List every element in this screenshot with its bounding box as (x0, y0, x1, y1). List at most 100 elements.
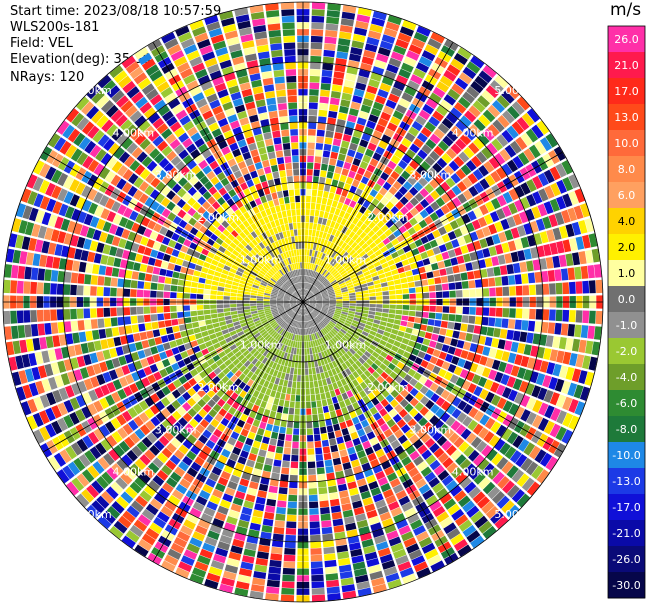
velocity-gate (326, 356, 332, 364)
velocity-gate (315, 142, 324, 150)
velocity-gate (249, 325, 257, 331)
velocity-gate (312, 243, 317, 251)
velocity-gate (182, 181, 193, 192)
velocity-gate (323, 343, 329, 350)
velocity-gate (514, 354, 523, 366)
velocity-gate (305, 215, 310, 223)
velocity-gate (237, 456, 247, 465)
velocity-gate (100, 152, 112, 166)
velocity-gate (347, 287, 355, 291)
velocity-gate (171, 183, 182, 194)
velocity-gate (145, 173, 156, 184)
velocity-gate (491, 490, 506, 505)
velocity-gate (445, 480, 458, 492)
velocity-gate (347, 315, 354, 320)
velocity-gate (351, 555, 365, 564)
velocity-gate (548, 376, 558, 390)
velocity-gate (333, 287, 341, 291)
velocity-gate (357, 325, 365, 331)
velocity-gate (479, 238, 488, 249)
velocity-gate (420, 198, 430, 209)
velocity-gate (309, 303, 316, 305)
velocity-gate (161, 110, 174, 122)
velocity-gate (349, 453, 358, 462)
velocity-gate (326, 586, 341, 594)
velocity-gate (228, 188, 237, 198)
velocity-gate (250, 303, 257, 306)
velocity-gate (178, 461, 190, 472)
velocity-gate (339, 24, 353, 34)
velocity-gate (448, 432, 460, 444)
velocity-gate (274, 325, 280, 331)
velocity-gate (318, 103, 329, 111)
velocity-gate (83, 213, 94, 226)
velocity-gate (309, 297, 316, 301)
velocity-gate (309, 95, 319, 103)
velocity-gate (536, 245, 545, 258)
velocity-gate (319, 210, 325, 218)
velocity-gate (426, 232, 435, 242)
velocity-gate (453, 156, 465, 168)
velocity-gate (137, 315, 145, 324)
velocity-gate (338, 31, 352, 40)
velocity-gate (327, 383, 334, 391)
velocity-gate (332, 457, 342, 466)
velocity-gate (407, 418, 417, 428)
velocity-gate (201, 248, 210, 256)
velocity-gate (298, 328, 301, 335)
velocity-gate (530, 345, 539, 357)
velocity-gate (309, 222, 314, 230)
velocity-gate (451, 83, 465, 96)
velocity-gate (288, 494, 298, 502)
velocity-gate (63, 284, 71, 295)
velocity-gate (116, 288, 124, 297)
velocity-gate (298, 308, 302, 315)
velocity-gate (103, 307, 111, 317)
velocity-gate (310, 285, 315, 292)
velocity-gate (506, 216, 516, 228)
velocity-gate (307, 262, 311, 270)
velocity-gate (165, 133, 177, 145)
velocity-gate (115, 247, 124, 258)
velocity-gate (355, 309, 363, 313)
velocity-gate (491, 138, 504, 152)
velocity-gate (291, 320, 296, 327)
velocity-gate (278, 378, 284, 386)
velocity-gate (62, 124, 75, 139)
velocity-gate (97, 275, 105, 286)
velocity-gate (221, 384, 230, 393)
velocity-gate (248, 453, 257, 462)
velocity-gate (545, 456, 558, 471)
velocity-gate (206, 389, 216, 399)
velocity-gate (536, 120, 550, 135)
velocity-gate (339, 105, 349, 114)
velocity-gate (335, 292, 342, 296)
velocity-gate (359, 456, 369, 465)
velocity-gate (405, 270, 413, 277)
velocity-gate (368, 480, 379, 490)
velocity-gate (484, 174, 496, 187)
velocity-gate (31, 267, 39, 280)
velocity-gate (270, 278, 277, 283)
velocity-gate (309, 304, 316, 307)
velocity-gate (330, 151, 339, 160)
velocity-gate (54, 374, 64, 388)
velocity-gate (342, 296, 350, 299)
velocity-gate (308, 474, 317, 482)
velocity-gate (213, 254, 221, 262)
velocity-gate (230, 392, 239, 401)
velocity-gate (230, 292, 237, 297)
velocity-gate (348, 338, 356, 345)
velocity-gate (515, 453, 528, 468)
velocity-gate (289, 333, 294, 340)
velocity-gate (379, 339, 387, 346)
velocity-gate (178, 149, 189, 160)
velocity-gate (430, 190, 440, 200)
velocity-gate (235, 234, 244, 243)
velocity-gate (309, 374, 314, 382)
velocity-gate (363, 327, 371, 334)
velocity-gate (392, 181, 402, 191)
velocity-gate (398, 495, 411, 506)
velocity-gate (453, 228, 463, 238)
velocity-gate (329, 185, 337, 194)
